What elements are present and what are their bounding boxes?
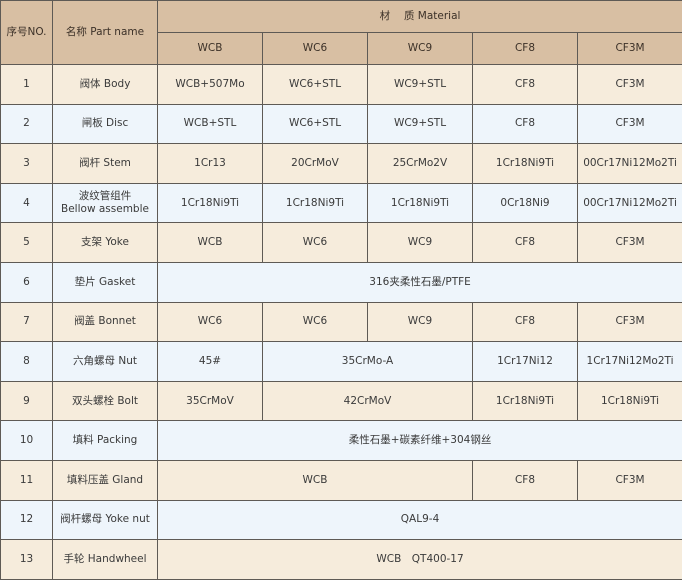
header-grade: CF8 <box>473 33 578 65</box>
part-name: 手轮 Handwheel <box>53 540 158 580</box>
material-cell: WCB QT400-17 <box>158 540 682 580</box>
material-cell: 1Cr18Ni9Ti <box>473 381 578 421</box>
header-no: 序号NO. <box>1 1 53 65</box>
header-material: 材 质 Material <box>158 1 682 33</box>
material-cell: CF8 <box>473 302 578 342</box>
part-name: 阀杆螺母 Yoke nut <box>53 500 158 540</box>
material-cell: CF3M <box>578 223 682 263</box>
material-cell: QAL9-4 <box>158 500 682 540</box>
row-no: 7 <box>1 302 53 342</box>
material-cell: CF3M <box>578 302 682 342</box>
table-row: 1 阀体 Body WCB+507Mo WC6+STL WC9+STL CF8 … <box>1 65 682 105</box>
material-cell: 1Cr13 <box>158 144 263 184</box>
part-name: 闸板 Disc <box>53 104 158 144</box>
header-grade: WC9 <box>368 33 473 65</box>
material-cell: 25CrMo2V <box>368 144 473 184</box>
part-name: 双头螺栓 Bolt <box>53 381 158 421</box>
material-cell: WC6 <box>158 302 263 342</box>
material-cell: 35CrMoV <box>158 381 263 421</box>
table-row: 12 阀杆螺母 Yoke nut QAL9-4 <box>1 500 682 540</box>
table-row: 5 支架 Yoke WCB WC6 WC9 CF8 CF3M <box>1 223 682 263</box>
material-cell: CF8 <box>473 104 578 144</box>
row-no: 11 <box>1 460 53 500</box>
part-name: 六角螺母 Nut <box>53 342 158 382</box>
material-cell: 1Cr17Ni12Mo2Ti <box>578 342 682 382</box>
table-row: 6 垫片 Gasket 316夹柔性石墨/PTFE <box>1 262 682 302</box>
header-part-name: 名称 Part name <box>53 1 158 65</box>
material-cell: WC9 <box>368 223 473 263</box>
material-cell: CF8 <box>473 65 578 105</box>
header-grade: WC6 <box>263 33 368 65</box>
row-no: 4 <box>1 183 53 223</box>
material-cell: WCB <box>158 223 263 263</box>
header-grade: CF3M <box>578 33 682 65</box>
material-cell: 1Cr18Ni9Ti <box>578 381 682 421</box>
part-name-en: Bellow assemble <box>55 203 155 216</box>
material-cell: WC9+STL <box>368 65 473 105</box>
row-no: 8 <box>1 342 53 382</box>
part-name: 支架 Yoke <box>53 223 158 263</box>
part-name: 阀体 Body <box>53 65 158 105</box>
material-cell: 1Cr18Ni9Ti <box>368 183 473 223</box>
material-cell: CF3M <box>578 65 682 105</box>
row-no: 13 <box>1 540 53 580</box>
row-no: 5 <box>1 223 53 263</box>
material-cell: 42CrMoV <box>263 381 473 421</box>
table-row: 2 闸板 Disc WCB+STL WC6+STL WC9+STL CF8 CF… <box>1 104 682 144</box>
material-cell: WCB+507Mo <box>158 65 263 105</box>
material-cell: 1Cr18Ni9Ti <box>158 183 263 223</box>
row-no: 10 <box>1 421 53 461</box>
material-cell: WC9+STL <box>368 104 473 144</box>
material-cell: WCB+STL <box>158 104 263 144</box>
material-cell: WC6+STL <box>263 65 368 105</box>
table-row: 7 阀盖 Bonnet WC6 WC6 WC9 CF8 CF3M <box>1 302 682 342</box>
table-row: 11 填料压盖 Gland WCB CF8 CF3M <box>1 460 682 500</box>
material-cell: WC6 <box>263 223 368 263</box>
row-no: 9 <box>1 381 53 421</box>
row-no: 6 <box>1 262 53 302</box>
table-row: 8 六角螺母 Nut 45# 35CrMo-A 1Cr17Ni12 1Cr17N… <box>1 342 682 382</box>
material-cell: 1Cr17Ni12 <box>473 342 578 382</box>
part-name: 阀盖 Bonnet <box>53 302 158 342</box>
part-name-cn: 波纹管组件 <box>55 190 155 203</box>
material-cell: CF8 <box>473 460 578 500</box>
material-cell: WC6+STL <box>263 104 368 144</box>
material-cell: 316夹柔性石墨/PTFE <box>158 262 682 302</box>
header-grade: WCB <box>158 33 263 65</box>
material-cell: 45# <box>158 342 263 382</box>
part-name: 填料压盖 Gland <box>53 460 158 500</box>
material-cell: 20CrMoV <box>263 144 368 184</box>
material-cell: 00Cr17Ni12Mo2Ti <box>578 183 682 223</box>
material-cell: 柔性石墨+碳素纤维+304钢丝 <box>158 421 682 461</box>
material-cell: CF3M <box>578 460 682 500</box>
row-no: 3 <box>1 144 53 184</box>
row-no: 12 <box>1 500 53 540</box>
table-row: 10 填料 Packing 柔性石墨+碳素纤维+304钢丝 <box>1 421 682 461</box>
material-cell: 35CrMo-A <box>263 342 473 382</box>
material-cell: 1Cr18Ni9Ti <box>263 183 368 223</box>
part-name: 垫片 Gasket <box>53 262 158 302</box>
material-cell: WCB <box>158 460 473 500</box>
material-cell: 0Cr18Ni9 <box>473 183 578 223</box>
part-name: 填料 Packing <box>53 421 158 461</box>
table-row: 3 阀杆 Stem 1Cr13 20CrMoV 25CrMo2V 1Cr18Ni… <box>1 144 682 184</box>
row-no: 2 <box>1 104 53 144</box>
table-row: 13 手轮 Handwheel WCB QT400-17 <box>1 540 682 580</box>
row-no: 1 <box>1 65 53 105</box>
table-row: 9 双头螺栓 Bolt 35CrMoV 42CrMoV 1Cr18Ni9Ti 1… <box>1 381 682 421</box>
part-name: 阀杆 Stem <box>53 144 158 184</box>
material-cell: 1Cr18Ni9Ti <box>473 144 578 184</box>
material-cell: CF3M <box>578 104 682 144</box>
material-cell: WC9 <box>368 302 473 342</box>
material-cell: 00Cr17Ni12Mo2Ti <box>578 144 682 184</box>
material-cell: CF8 <box>473 223 578 263</box>
material-cell: WC6 <box>263 302 368 342</box>
